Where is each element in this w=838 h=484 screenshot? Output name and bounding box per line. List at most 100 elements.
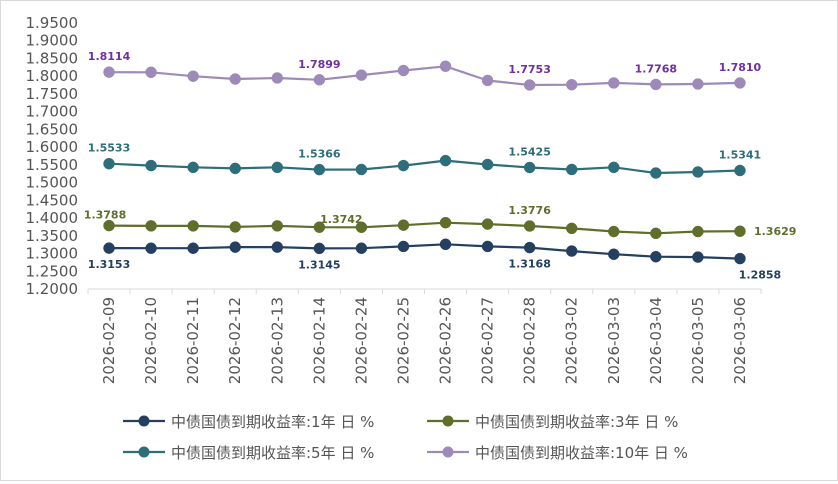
data-point (187, 161, 199, 174)
legend-label: 中债国债到期收益率:10年 日 % (475, 444, 688, 462)
data-point (187, 220, 199, 232)
y-tick-label: 1.3000 (26, 245, 79, 263)
y-tick-label: 1.9500 (26, 14, 79, 32)
series-line (108, 65, 741, 87)
x-tick-label: 2026-02-11 (184, 297, 202, 384)
legend-marker (442, 446, 454, 458)
data-point (734, 252, 746, 265)
data-point (103, 219, 115, 232)
data-label: 1.7810 (719, 61, 762, 74)
data-point (565, 163, 578, 176)
x-tick-label: 2026-03-03 (605, 297, 623, 384)
data-point (439, 154, 452, 167)
x-tick-label: 2026-03-05 (689, 297, 707, 384)
data-point (650, 78, 662, 91)
x-tick-label: 2026-03-06 (731, 297, 749, 384)
x-tick-label: 2026-03-02 (563, 297, 581, 384)
data-point (523, 220, 536, 232)
y-tick-label: 1.7500 (26, 85, 79, 103)
data-point (313, 221, 326, 233)
data-point (608, 225, 620, 238)
data-point (481, 74, 494, 87)
data-point (608, 77, 620, 89)
legend-marker (138, 415, 150, 427)
data-point (271, 241, 284, 253)
data-label: 1.5341 (719, 149, 761, 162)
data-point (692, 225, 704, 238)
data-label: 1.5425 (508, 146, 550, 159)
data-point (734, 164, 746, 177)
data-point (271, 72, 284, 84)
data-point (229, 73, 241, 85)
data-label: 1.3629 (754, 225, 796, 238)
x-tick-label: 2026-02-14 (310, 297, 328, 384)
data-label: 1.3168 (508, 258, 550, 271)
data-point (313, 163, 326, 176)
data-point (313, 74, 326, 86)
data-point (734, 77, 746, 89)
y-tick-label: 1.4500 (26, 191, 79, 209)
data-point (439, 60, 452, 73)
data-point (734, 225, 746, 237)
data-point (650, 167, 662, 179)
data-point (650, 250, 662, 263)
y-tick-label: 1.4000 (26, 209, 79, 227)
x-tick-label: 2026-02-24 (352, 297, 370, 384)
data-point (313, 242, 326, 255)
data-label: 1.7899 (298, 58, 340, 71)
data-point (271, 161, 284, 174)
legend-entry: 中债国债到期收益率:3年 日 % (427, 413, 678, 431)
legend: 中债国债到期收益率:1年 日 % 中债国债到期收益率:3年 日 % 中债国债到期收益… (123, 413, 688, 462)
y-tick-label: 1.2500 (26, 262, 79, 280)
x-tick-label: 2026-02-25 (394, 297, 412, 384)
data-label: 1.5366 (298, 148, 341, 161)
legend-entry: 中债国债到期收益率:10年 日 % (427, 444, 688, 462)
data-point (481, 218, 494, 230)
data-point (187, 70, 199, 82)
data-label: 1.7768 (635, 62, 677, 75)
data-point (565, 222, 578, 235)
data-point (187, 242, 199, 254)
x-tick-label: 2026-02-09 (100, 297, 118, 384)
x-tick-label: 2026-02-13 (268, 297, 286, 384)
legend-marker (442, 415, 454, 427)
data-point (565, 245, 578, 257)
y-tick-label: 1.9000 (26, 32, 79, 50)
x-tick-label: 2026-03-04 (647, 297, 665, 384)
data-point (692, 166, 704, 178)
data-point (523, 241, 536, 254)
data-point (355, 221, 368, 234)
series-line (108, 159, 741, 175)
data-label: 1.7753 (508, 63, 550, 76)
data-point (103, 157, 115, 170)
data-point (229, 221, 241, 233)
data-point (608, 161, 620, 174)
legend-entry: 中债国债到期收益率:5年 日 % (123, 444, 374, 462)
x-tick-label: 2026-02-12 (226, 297, 244, 384)
y-tick-label: 1.5500 (26, 156, 79, 174)
data-label: 1.3788 (84, 209, 126, 222)
y-tick-label: 1.8500 (26, 49, 79, 67)
data-point (565, 78, 578, 91)
data-point (355, 163, 368, 176)
data-point (523, 79, 536, 91)
data-point (692, 78, 704, 90)
series-layer (103, 60, 746, 265)
data-point (397, 159, 410, 172)
data-point (103, 66, 115, 78)
data-point (523, 161, 536, 174)
data-label: 1.8114 (88, 50, 131, 63)
data-point (481, 240, 494, 253)
data-label: 1.3153 (88, 258, 130, 271)
data-point (145, 220, 157, 232)
series-line (108, 243, 741, 260)
y-tick-label: 1.2000 (26, 280, 79, 298)
data-point (439, 238, 452, 251)
data-point (439, 216, 452, 229)
data-label: 1.5533 (88, 142, 130, 155)
data-label: 1.2858 (739, 269, 781, 282)
x-tick-label: 2026-02-26 (437, 297, 455, 384)
legend-entry: 中债国债到期收益率:1年 日 % (123, 413, 374, 431)
